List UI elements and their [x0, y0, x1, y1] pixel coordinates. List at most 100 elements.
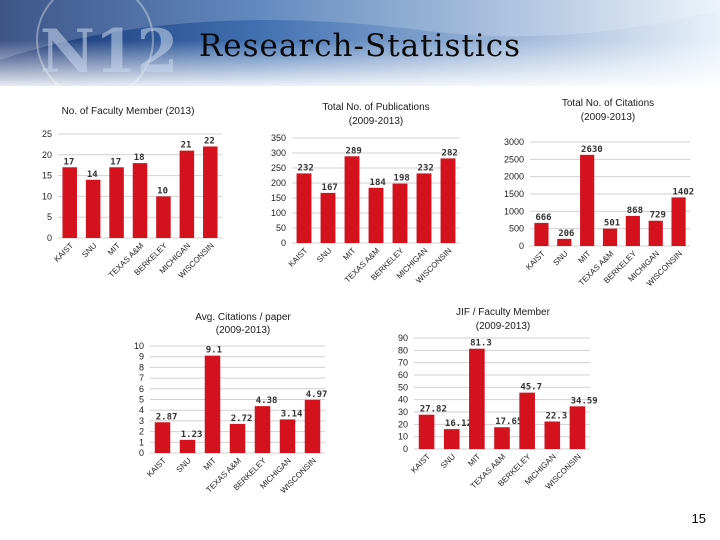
data-label: 232 — [298, 163, 314, 173]
data-label: 17 — [63, 157, 74, 167]
bar-mit — [109, 167, 124, 238]
bar-michigan — [179, 150, 195, 238]
y-tick-label: 250 — [271, 163, 286, 173]
y-tick-label: 30 — [398, 407, 408, 417]
data-label: 2.72 — [231, 414, 253, 424]
y-tick-label: 10 — [134, 341, 144, 351]
y-tick-label: 6 — [139, 384, 144, 394]
y-tick-label: 60 — [398, 370, 408, 380]
bar-michigan — [416, 173, 432, 243]
bar-snu — [179, 439, 196, 453]
data-label: 868 — [627, 206, 643, 216]
chart-title: Total No. of Citations — [562, 98, 654, 109]
y-tick-label: 300 — [271, 148, 286, 158]
bar-snu — [557, 238, 572, 246]
y-tick-label: 10 — [398, 432, 408, 442]
chart-subtitle: (2009-2013) — [581, 112, 635, 123]
bar-berkeley — [625, 215, 640, 246]
y-tick-label: 9 — [139, 352, 144, 362]
bar-wisconsin — [671, 197, 686, 246]
data-label: 282 — [442, 148, 458, 158]
bar-berkeley — [519, 392, 535, 449]
chart-title: Total No. of Publications — [322, 102, 429, 113]
y-tick-label: 2 — [139, 427, 144, 437]
data-label: 17 — [110, 157, 121, 167]
bar-texas-a-m — [494, 427, 510, 449]
y-tick-label: 2500 — [504, 154, 524, 164]
data-label: 4.97 — [306, 390, 328, 400]
data-label: 4.38 — [256, 396, 278, 406]
bar-michigan — [279, 419, 296, 453]
y-tick-label: 1000 — [504, 206, 524, 216]
y-tick-label: 0 — [139, 448, 144, 458]
page-title: Research-Statistics — [198, 28, 522, 64]
bar-snu — [85, 179, 101, 238]
y-tick-label: 100 — [271, 208, 286, 218]
bar-mit — [204, 355, 221, 453]
y-tick-label: 3000 — [504, 137, 524, 147]
y-tick-label: 4 — [139, 405, 144, 415]
data-label: 729 — [650, 211, 666, 221]
data-label: 17.65 — [495, 417, 522, 427]
y-tick-label: 50 — [398, 382, 408, 392]
data-label: 9.1 — [206, 346, 222, 356]
bar-kaist — [62, 167, 77, 238]
y-tick-label: 350 — [271, 133, 286, 143]
y-tick-label: 20 — [398, 419, 408, 429]
y-tick-label: 1 — [139, 437, 144, 447]
chart-subtitle: (2009-2013) — [476, 321, 530, 332]
bar-texas-a-m — [368, 187, 384, 243]
y-tick-label: 15 — [42, 171, 52, 181]
category-label: MIT — [466, 452, 482, 468]
data-label: 501 — [604, 219, 620, 229]
y-tick-label: 3 — [139, 416, 144, 426]
data-label: 666 — [535, 213, 551, 223]
header-banner: N12 — [0, 0, 720, 86]
bar-michigan — [544, 421, 561, 449]
data-label: 206 — [558, 229, 574, 239]
y-tick-label: 150 — [271, 193, 286, 203]
data-label: 1402 — [672, 187, 694, 197]
bar-texas-a-m — [132, 163, 148, 238]
y-tick-label: 40 — [398, 395, 408, 405]
page-number: 15 — [691, 511, 706, 526]
data-label: 81.3 — [470, 339, 492, 349]
y-tick-label: 7 — [139, 373, 144, 383]
chart-subtitle: (2009-2013) — [216, 325, 270, 336]
y-tick-label: 10 — [42, 191, 52, 201]
bar-texas-a-m — [229, 423, 246, 453]
y-tick-label: 90 — [398, 333, 408, 343]
chart-title: No. of Faculty Member (2013) — [62, 106, 195, 117]
bar-mit — [469, 348, 485, 449]
y-tick-label: 5 — [47, 212, 52, 222]
bar-mit — [344, 156, 360, 243]
bar-wisconsin — [203, 146, 218, 238]
bar-berkeley — [156, 196, 171, 238]
category-label: KAIST — [409, 452, 432, 475]
y-tick-label: 70 — [398, 358, 408, 368]
bar-kaist — [154, 422, 171, 453]
y-tick-label: 0 — [281, 238, 286, 248]
data-label: 27.82 — [420, 405, 447, 415]
bar-berkeley — [254, 406, 271, 453]
y-tick-label: 1500 — [504, 189, 524, 199]
chart-title: JIF / Faculty Member — [456, 307, 551, 318]
bar-wisconsin — [569, 406, 586, 449]
data-label: 184 — [370, 178, 387, 188]
data-label: 1.23 — [181, 430, 203, 440]
data-label: 16.12 — [445, 419, 472, 429]
data-label: 45.7 — [520, 383, 542, 393]
bar-kaist — [534, 222, 549, 246]
y-tick-label: 20 — [42, 150, 52, 160]
data-label: 22 — [204, 136, 215, 146]
bar-snu — [443, 429, 460, 449]
data-label: 2.87 — [156, 412, 178, 422]
data-label: 14 — [87, 170, 98, 180]
bar-michigan — [648, 220, 663, 246]
y-tick-label: 80 — [398, 345, 408, 355]
bar-wisconsin — [440, 158, 456, 243]
